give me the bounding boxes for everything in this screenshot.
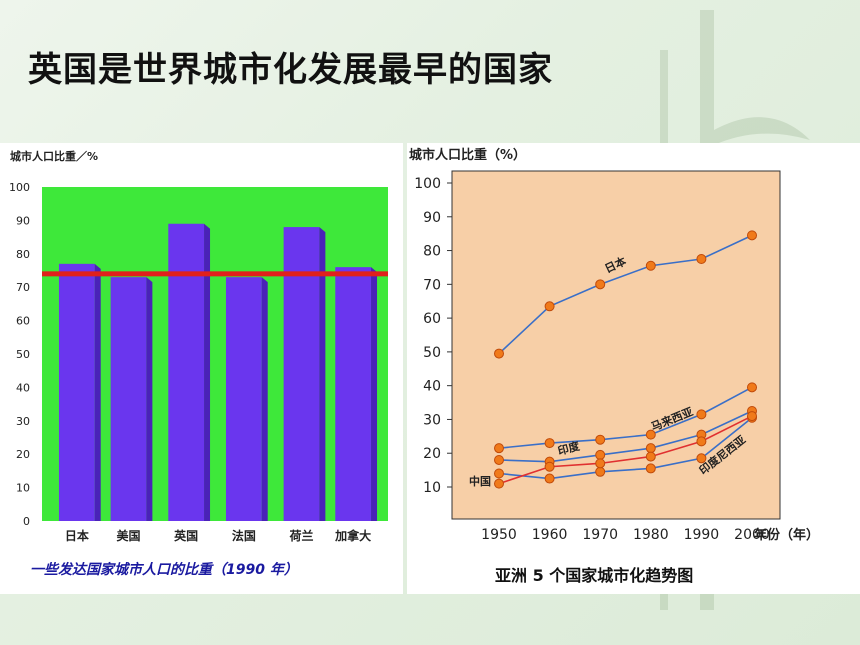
line-point bbox=[544, 473, 555, 484]
line-point bbox=[595, 434, 606, 445]
bar-y-tick-label: 30 bbox=[16, 415, 30, 428]
bar-荷兰 bbox=[283, 227, 320, 521]
bar-y-tick-label: 70 bbox=[16, 281, 30, 294]
line-x-ticks: 1950 1960 1970 1980 1990 2000 bbox=[481, 527, 770, 543]
line-series-日本 bbox=[498, 234, 753, 355]
line-point bbox=[696, 436, 707, 447]
line-series-label: 印度 bbox=[556, 438, 582, 457]
line-point bbox=[494, 468, 504, 479]
bar-y-tick-label: 60 bbox=[16, 315, 30, 328]
bar-x-label: 法国 bbox=[232, 528, 256, 543]
bar-日本 bbox=[58, 263, 95, 521]
line-point bbox=[494, 443, 504, 454]
line-chart-caption: 亚洲 5 个国家城市化趋势图 bbox=[495, 566, 693, 585]
line-y-axis-label: 城市人口比重（%） bbox=[409, 147, 526, 163]
line-series bbox=[494, 230, 757, 489]
bar-series bbox=[58, 223, 378, 521]
bar-x-label: 英国 bbox=[174, 528, 198, 543]
line-x-tick-label: 1970 bbox=[582, 527, 618, 543]
line-x-tick-label: 1980 bbox=[633, 527, 669, 543]
line-x-tick-label: 2000 bbox=[734, 527, 770, 543]
bar-side-加拿大 bbox=[371, 267, 378, 521]
line-point bbox=[747, 382, 757, 393]
bar-x-labels: 日本 美国 英国 法国 荷兰 加拿大 bbox=[65, 528, 371, 543]
line-point bbox=[544, 438, 555, 449]
line-point bbox=[645, 451, 656, 462]
line-point bbox=[494, 348, 504, 359]
line-plot-background bbox=[451, 170, 781, 520]
line-point bbox=[595, 279, 606, 290]
line-series-印度 bbox=[498, 410, 753, 463]
line-y-tick-label: 10 bbox=[423, 480, 441, 496]
bar-chart: 城市人口比重／% 0 10 20 30 40 50 60 70 80 90 100 日本 美国 英国 法国… bbox=[9, 149, 388, 578]
bar-加拿大 bbox=[335, 267, 372, 521]
line-point bbox=[696, 453, 707, 464]
bar-chart-panel: 城市人口比重／% 0 10 20 30 40 50 60 70 80 90 100 日本 美国 英国 法国… bbox=[0, 143, 403, 594]
line-chart-panel: 城市人口比重（%） 10 20 30 40 50 60 70 80 90 100 1950 1960… bbox=[407, 143, 860, 594]
line-y-ticks: 10 20 30 40 50 60 70 80 90 100 bbox=[414, 176, 452, 496]
line-y-tick-label: 30 bbox=[423, 412, 441, 428]
line-y-tick-label: 100 bbox=[414, 176, 441, 192]
line-y-tick-label: 90 bbox=[423, 210, 441, 226]
line-point bbox=[494, 454, 504, 465]
line-x-tick-label: 1960 bbox=[532, 527, 568, 543]
bar-x-label: 美国 bbox=[116, 528, 140, 543]
line-series-马来西亚 bbox=[498, 386, 753, 449]
line-y-tick-label: 20 bbox=[423, 446, 441, 462]
line-y-tick-label: 80 bbox=[423, 244, 441, 260]
bar-x-label: 荷兰 bbox=[288, 528, 313, 543]
line-point bbox=[595, 458, 606, 469]
line-series-印度尼西亚 bbox=[498, 417, 753, 480]
line-point bbox=[747, 230, 757, 241]
bar-y-tick-label: 20 bbox=[16, 448, 30, 461]
line-y-tick-label: 60 bbox=[423, 311, 441, 327]
line-point bbox=[544, 461, 555, 472]
line-x-axis-label: 年份（年） bbox=[754, 527, 819, 543]
bar-side-荷兰 bbox=[319, 227, 326, 521]
line-point bbox=[747, 411, 757, 422]
line-x-tick-label: 1950 bbox=[481, 527, 517, 543]
bar-y-tick-label: 90 bbox=[16, 214, 30, 227]
bar-side-美国 bbox=[146, 277, 153, 521]
line-y-tick-label: 50 bbox=[423, 345, 441, 361]
line-y-tick-label: 40 bbox=[423, 379, 441, 395]
line-point bbox=[645, 429, 656, 440]
bar-美国 bbox=[110, 277, 147, 521]
bar-y-tick-label: 50 bbox=[16, 348, 30, 361]
line-series-label: 中国 bbox=[469, 474, 491, 488]
bar-英国 bbox=[168, 223, 205, 521]
bar-side-英国 bbox=[204, 223, 211, 521]
line-point bbox=[494, 478, 504, 489]
bar-y-tick-label: 100 bbox=[9, 181, 30, 194]
line-point bbox=[595, 466, 606, 477]
line-point bbox=[595, 449, 606, 460]
bar-reference-line bbox=[42, 271, 388, 277]
bar-y-tick-label: 0 bbox=[23, 515, 30, 528]
bar-x-label: 加拿大 bbox=[334, 528, 371, 543]
bar-x-label: 日本 bbox=[65, 528, 89, 543]
bar-y-tick-label: 80 bbox=[16, 248, 30, 261]
bar-side-法国 bbox=[261, 277, 268, 521]
bar-side-日本 bbox=[94, 263, 101, 521]
slide-title: 英国是世界城市化发展最早的国家 bbox=[28, 50, 553, 90]
line-point bbox=[645, 260, 656, 271]
line-point bbox=[645, 463, 656, 474]
bar-y-tick-label: 10 bbox=[16, 482, 30, 495]
line-point bbox=[696, 254, 707, 264]
bar-y-ticks: 0 10 20 30 40 50 60 70 80 90 100 bbox=[9, 181, 30, 528]
bar-法国 bbox=[225, 277, 262, 521]
line-series-中国 bbox=[498, 415, 753, 485]
line-y-tick-label: 70 bbox=[423, 277, 441, 293]
line-point bbox=[544, 301, 555, 312]
line-point bbox=[696, 409, 707, 420]
line-point bbox=[645, 443, 656, 454]
line-x-tick-label: 1990 bbox=[684, 527, 720, 543]
bar-chart-caption: 一些发达国家城市人口的比重（1990 年） bbox=[30, 561, 298, 578]
line-chart: 城市人口比重（%） 10 20 30 40 50 60 70 80 90 100 1950 1960… bbox=[409, 147, 819, 585]
bar-y-tick-label: 40 bbox=[16, 381, 30, 394]
bar-y-axis-label: 城市人口比重／% bbox=[10, 149, 98, 163]
